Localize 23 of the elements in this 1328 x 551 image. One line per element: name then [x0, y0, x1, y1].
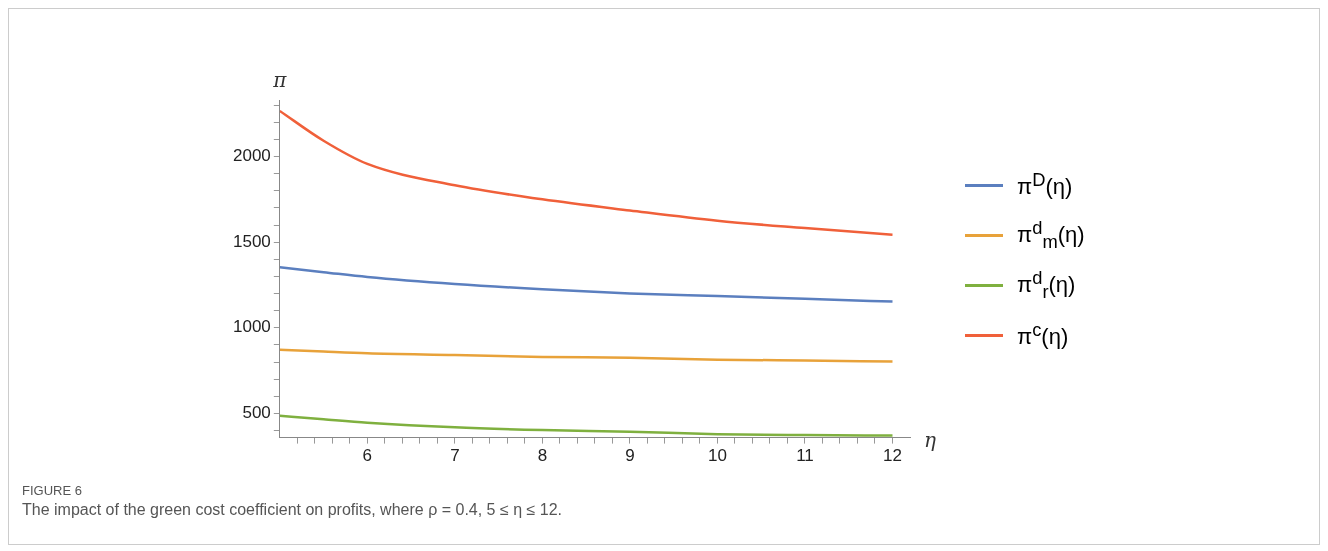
x-tick-label: 8 — [537, 446, 548, 466]
line-series — [279, 266, 894, 303]
y-axis-title: π — [272, 68, 288, 93]
y-tick-label: 1500 — [232, 231, 271, 251]
text: The impact of the green cost coefficient on profits, where ρ = 0.4, 5 ≤ η ≤ 12. — [22, 501, 562, 519]
legend-label: π$^{d}$$_{r}$(η) — [1017, 267, 1076, 303]
legend-label: π$^{D}$(η) — [1017, 169, 1073, 201]
caption: FIGURE 6 — [22, 483, 83, 498]
y-tick-label: 500 — [242, 403, 271, 423]
x-tick-label: 7 — [450, 446, 460, 466]
line-series — [279, 109, 894, 237]
line-series — [279, 348, 894, 363]
legend-label: π$^{d}$$_{m}$(η) — [1017, 217, 1085, 253]
y-tick-label: 1000 — [232, 317, 271, 337]
x-tick-label: 6 — [362, 446, 373, 466]
x-tick-label: 10 — [707, 446, 727, 466]
legend-label: π$^{c}$(η) — [1017, 319, 1069, 351]
y-tick-label: 2000 — [232, 146, 271, 166]
x-axis-title: η — [924, 427, 936, 452]
x-tick-label: 9 — [625, 446, 635, 466]
x-tick-label: 11 — [796, 446, 814, 466]
x-tick-label: 12 — [883, 446, 902, 466]
line-series — [279, 414, 894, 437]
